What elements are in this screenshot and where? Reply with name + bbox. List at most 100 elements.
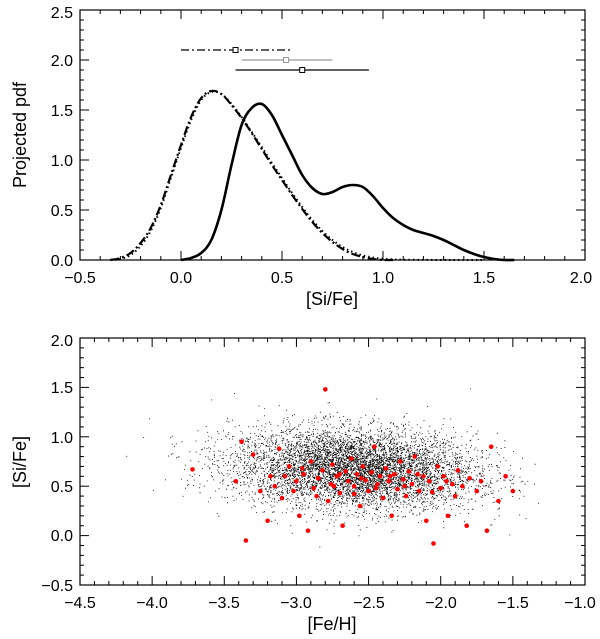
observed-star-point (503, 474, 508, 479)
observed-star-point (403, 493, 409, 499)
bottom-xtick-label: −2.0 (425, 595, 457, 612)
bottom-ytick-label: 1.0 (51, 430, 73, 447)
observed-star-point (331, 483, 337, 489)
observed-star-point (380, 495, 386, 501)
observed-star-point (421, 474, 426, 479)
error-bar-center-gray (283, 57, 290, 63)
top-ytick-label: 0.5 (51, 203, 73, 220)
top-xtick-label: 0.0 (170, 270, 192, 287)
bottom-tick-labels: −4.5 −4.0 −3.5 −3.0 −2.5 −2.0 −1.5 −1.0 … (41, 333, 595, 612)
observed-star-point (406, 469, 412, 474)
observed-star-point (386, 479, 392, 484)
observed-star-point (279, 495, 285, 501)
bottom-x-axis-title: [Fe/H] (307, 614, 356, 634)
observed-star-point (431, 541, 436, 546)
observed-star-point (258, 488, 263, 494)
observed-star-point (415, 472, 420, 477)
top-ytick-label: 2.5 (51, 5, 73, 22)
top-ytick-label: 0.0 (51, 253, 73, 270)
bottom-xtick-label: −3.5 (208, 595, 240, 612)
top-axes-frame (79, 9, 586, 261)
observed-star-point (478, 479, 484, 484)
top-xtick-label: 1.5 (473, 270, 495, 287)
bottom-ytick-label: 0.0 (51, 528, 73, 545)
observed-star-point (373, 485, 379, 491)
observed-star-point (239, 439, 244, 445)
observed-star-point (340, 523, 345, 528)
bottom-axes-frame (79, 337, 586, 586)
observed-star-point (286, 464, 292, 469)
observed-star-point (337, 490, 343, 496)
observed-star-point (374, 481, 380, 487)
observed-star-point (496, 498, 501, 504)
observed-star-point (268, 474, 273, 479)
observed-star-point (190, 467, 195, 472)
bottom-ytick-label: 2.0 (51, 333, 73, 350)
observed-star-point (383, 466, 389, 471)
observed-star-point (395, 486, 400, 492)
observed-star-point (398, 459, 403, 464)
observed-star-point (291, 488, 296, 494)
observed-star-point (450, 481, 455, 487)
pdf-curve-dotted (110, 90, 484, 261)
observed-star-point (354, 472, 360, 477)
observed-star-point (369, 470, 374, 475)
observed-star-point (282, 474, 288, 479)
observed-star-point (314, 493, 319, 499)
observed-star-point (460, 483, 465, 489)
bottom-xtick-label: −1.5 (497, 595, 529, 612)
observed-star-point (360, 464, 366, 469)
observed-star-point (308, 459, 314, 464)
observed-star-point (346, 479, 351, 484)
observed-star-point (455, 468, 461, 473)
pdf-curve-dash-dot (110, 89, 394, 262)
observed-star-point (315, 476, 321, 481)
observed-star-point (323, 387, 328, 392)
observed-star-point (441, 474, 446, 479)
observed-star-point (377, 474, 383, 479)
top-xtick-label: −0.5 (64, 270, 96, 287)
top-ytick-label: 1.0 (51, 153, 73, 170)
observed-star-point (402, 483, 407, 489)
model-star-cloud (126, 388, 540, 548)
observed-star-point (426, 479, 432, 484)
observed-star-point (445, 513, 451, 519)
observed-star-point (438, 485, 444, 491)
observed-star-point (429, 489, 435, 495)
observed-star-point (337, 472, 343, 477)
top-plot-area (110, 47, 515, 262)
observed-star-point (412, 454, 418, 459)
top-tick-labels: −0.5 0.0 0.5 1.0 1.5 2.0 0.0 0.5 1.0 1.5… (51, 5, 592, 287)
observed-star-point (372, 444, 377, 450)
model-star-points (126, 388, 540, 548)
observed-star-point (305, 528, 311, 533)
bottom-xtick-label: −4.0 (136, 595, 168, 612)
observed-star-point (389, 513, 395, 519)
observed-star-point (351, 491, 357, 497)
observed-star-point (416, 488, 422, 494)
observed-star-point (243, 538, 249, 543)
observed-star-point (349, 456, 354, 461)
observed-star-point (510, 488, 516, 494)
bottom-plot-area (126, 387, 540, 548)
observed-star-point (233, 479, 239, 484)
pdf-curve-solid (180, 102, 515, 262)
observed-star-point (484, 528, 490, 533)
top-y-axis-title: Projected pdf (10, 81, 30, 188)
observed-star-point (467, 476, 472, 481)
observed-star-point (297, 513, 302, 519)
error-bar-center-dash-dot (232, 47, 239, 53)
observed-star-point (363, 478, 369, 483)
observed-star-point (444, 479, 449, 484)
top-xtick-label: 1.0 (372, 270, 394, 287)
observed-star-point (359, 476, 364, 481)
bottom-xtick-label: −1.0 (564, 595, 596, 612)
observed-star-point (299, 466, 305, 471)
observed-star-point (330, 462, 335, 467)
observed-star-point (325, 498, 331, 504)
series-observed-stars (190, 387, 516, 546)
observed-star-point (272, 483, 278, 489)
top-xtick-label: 0.5 (271, 270, 293, 287)
top-ytick-label: 2.0 (51, 53, 73, 70)
bottom-ytick-label: 1.5 (51, 380, 73, 397)
